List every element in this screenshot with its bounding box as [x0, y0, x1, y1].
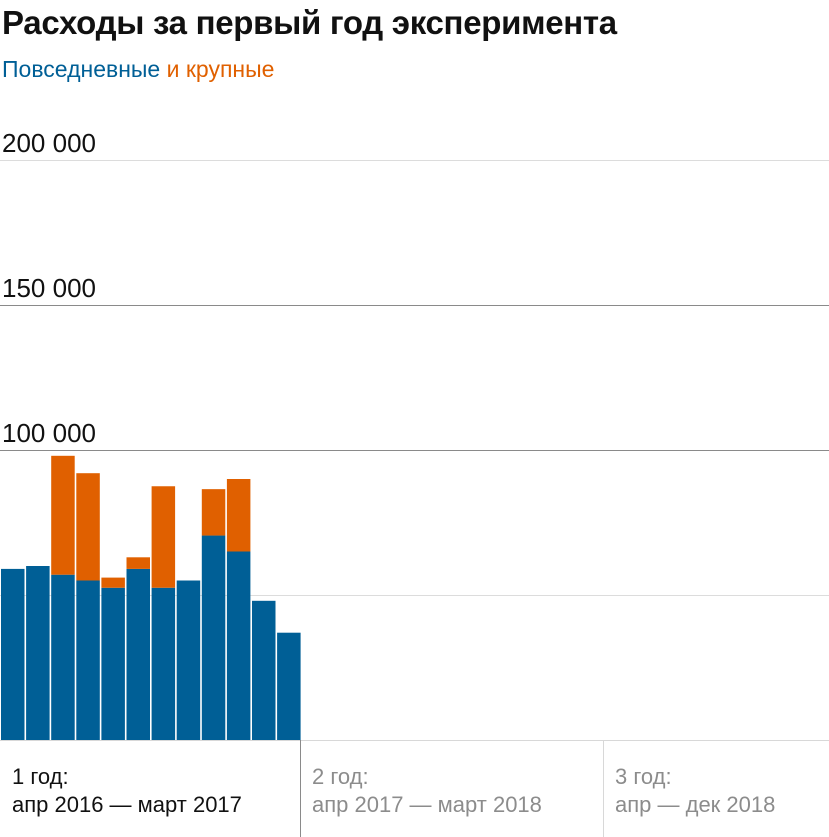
subtitle-large: и крупные	[160, 56, 275, 82]
period-year-2: 2 год: апр 2017 — март 2018	[312, 763, 542, 819]
bar-everyday-9	[201, 535, 226, 740]
bar-everyday-10	[226, 551, 251, 740]
bar-everyday-7	[151, 587, 176, 740]
bar-large-7	[151, 486, 176, 588]
chart-subtitle: Повседневные и крупные	[2, 56, 274, 83]
y-tick-label-1: 150 000	[2, 273, 96, 303]
period-year-3: 3 год: апр — дек 2018	[615, 763, 775, 819]
period-year-1-dates: апр 2016 — март 2017	[12, 792, 242, 817]
bar-large-9	[201, 489, 226, 536]
bar-large-3	[51, 455, 75, 575]
y-tick-label-2: 200 000	[2, 128, 96, 158]
y-tick-label-0: 100 000	[2, 418, 96, 448]
bar-everyday-2	[26, 566, 50, 740]
bar-large-5	[101, 577, 125, 588]
bar-large-6	[126, 557, 150, 569]
period-year-2-dates: апр 2017 — март 2018	[312, 792, 542, 817]
period-year-2-title: 2 год:	[312, 764, 369, 789]
bar-everyday-1	[1, 568, 25, 740]
chart-title: Расходы за первый год эксперимента	[2, 4, 617, 41]
bar-everyday-4	[76, 580, 100, 740]
bar-everyday-8	[176, 580, 201, 740]
period-year-3-dates: апр — дек 2018	[615, 792, 776, 817]
period-year-1-title: 1 год:	[12, 764, 69, 789]
period-year-3-title: 3 год:	[615, 764, 672, 789]
bar-large-4	[76, 473, 100, 581]
bar-everyday-11	[252, 600, 276, 740]
period-year-1: 1 год: апр 2016 — март 2017	[12, 763, 242, 819]
subtitle-everyday: Повседневные	[2, 56, 161, 82]
bar-everyday-3	[51, 574, 75, 740]
bar-everyday-6	[126, 568, 150, 740]
bar-large-10	[226, 479, 251, 552]
bar-everyday-12	[277, 632, 301, 740]
bar-everyday-5	[101, 587, 125, 740]
